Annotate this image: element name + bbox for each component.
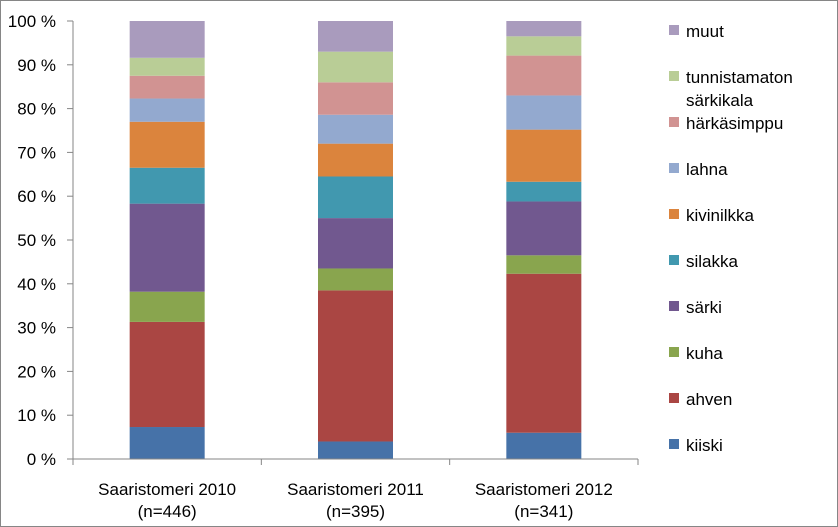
bar-segment-3-härkäsimppu [506,55,582,96]
category-label: Saaristomeri 2012 [475,480,613,499]
bar-segment-2-silakka [318,176,393,219]
legend-swatch-ahven [669,393,679,403]
legend-label-ahven: ahven [686,390,732,409]
bar-segment-2-kuha [318,268,393,291]
legend-swatch-lahna [669,163,679,173]
legend-label-kivinilkka: kivinilkka [686,206,755,225]
category-label: (n=446) [138,502,197,521]
bar-segment-3-kiiski [506,432,582,459]
bar-segment-2-kivinilkka [318,143,393,177]
bar-segment-3-muut [506,21,582,37]
bar-segment-1-ahven [129,321,205,428]
y-tick-label: 60 % [17,187,56,206]
bar-segment-3-kuha [506,255,582,274]
category-label: Saaristomeri 2010 [98,480,236,499]
bar-segment-3-ahven [506,273,582,433]
bar-segment-1-lahna [129,98,205,122]
legend-swatch-muut [669,25,679,35]
y-tick-label: 30 % [17,319,56,338]
legend-label-kiiski: kiiski [686,436,723,455]
legend-swatch-härkäsimppu [669,117,679,127]
legend-label-kuha: kuha [686,344,723,363]
legend-swatch-kivinilkka [669,209,679,219]
plot-area: 0 % 10 % 20 % 30 % 40 % 50 % 60 % 70 % 80 % 90 % 1… [8,12,639,521]
y-tick-label: 0 % [27,450,56,469]
legend-swatch-silakka [669,255,679,265]
bar-segment-2-ahven [318,290,393,442]
y-tick-label: 50 % [17,231,56,250]
legend-label-tunnistamaton-särkikala: tunnistamaton [686,68,793,87]
legend-swatch-särki [669,301,679,311]
legend-label-tunnistamaton-särkikala: särkikala [686,91,754,110]
bar-segment-1-särki [129,203,205,292]
bar-segment-2-tunnistamaton-särkikala [318,51,393,83]
y-tick-label: 70 % [17,143,56,162]
y-tick-label: 40 % [17,275,56,294]
legend-label-muut: muut [686,22,724,41]
legend-swatch-tunnistamaton-särkikala [669,71,679,81]
y-tick-label: 10 % [17,406,56,425]
legend: muut tunnistamaton särkikala härkäsimppu lah… [669,22,793,455]
bar-segment-1-kivinilkka [129,121,205,168]
y-tick-label: 80 % [17,100,56,119]
bar-segment-3-lahna [506,95,582,130]
bar-segment-3-kivinilkka [506,129,582,182]
y-tick-label: 20 % [17,362,56,381]
bar-segment-1-kiiski [129,427,205,459]
legend-label-särki: särki [686,298,722,317]
bar-segment-1-tunnistamaton-särkikala [129,57,205,76]
legend-swatch-kuha [669,347,679,357]
bar-segment-2-lahna [318,114,393,144]
bar-segment-3-särki [506,201,582,256]
legend-label-silakka: silakka [686,252,739,271]
bar-segment-1-kuha [129,291,205,322]
bar-segment-3-silakka [506,181,582,202]
category-label: (n=395) [326,502,385,521]
bar-segment-2-härkäsimppu [318,82,393,115]
bar-segment-3-tunnistamaton-särkikala [506,36,582,56]
bar-segment-2-kiiski [318,441,393,459]
legend-swatch-kiiski [669,439,679,449]
bar-segment-1-silakka [129,167,205,204]
legend-label-härkäsimppu: härkäsimppu [686,114,783,133]
bar-segment-1-muut [129,21,205,58]
y-tick-label: 100 % [8,12,56,31]
y-tick-label: 90 % [17,56,56,75]
legend-label-lahna: lahna [686,160,728,179]
bar-segment-1-härkäsimppu [129,75,205,99]
bar-segment-2-muut [318,21,393,52]
category-label: Saaristomeri 2011 [287,480,424,499]
category-label: (n=341) [514,502,573,521]
bar-segment-2-särki [318,218,393,269]
